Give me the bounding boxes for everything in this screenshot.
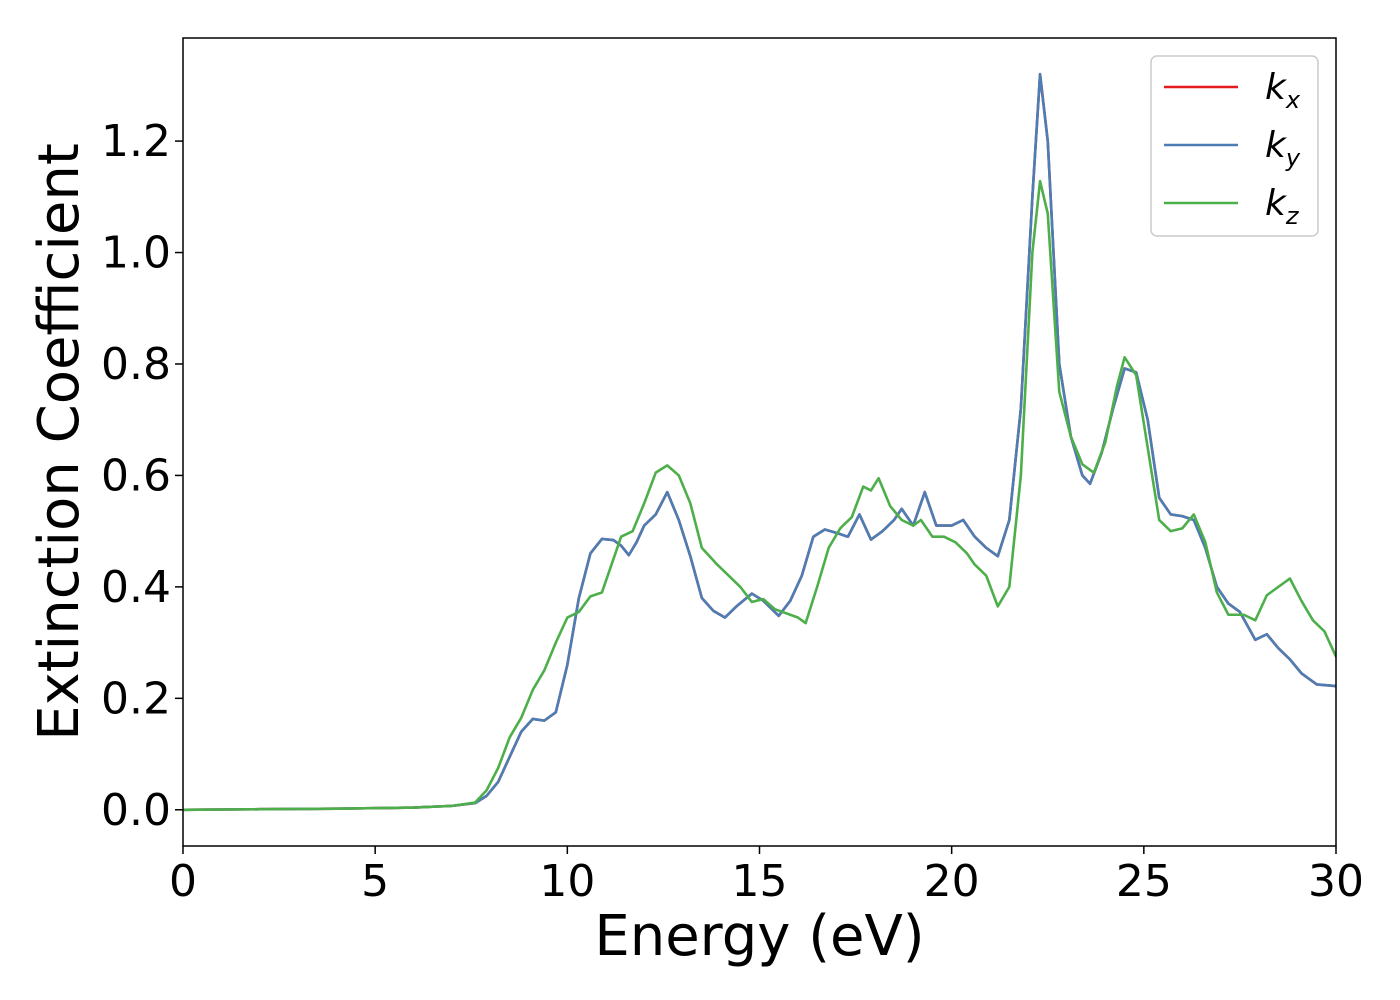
axis-ticks: 0 5 10 15 20 25 30 0.0 0.2 0.4 0.6 0.8 1.0 1.2 [101, 116, 1364, 907]
x-tick-label: 25 [1116, 856, 1172, 907]
y-tick-label: 1.2 [101, 116, 171, 167]
legend-label-kz: kz [1265, 183, 1300, 230]
y-tick-label: 0.6 [101, 450, 171, 501]
x-tick-label: 20 [924, 856, 980, 907]
legend-label-kx: kx [1265, 67, 1301, 114]
series-line-ky [183, 72, 1336, 812]
legend-label-base: k [1265, 125, 1288, 166]
y-tick-label: 1.0 [101, 228, 171, 279]
series-line-kz [183, 179, 1336, 812]
series-lines [183, 72, 1336, 812]
legend-label-base: k [1265, 183, 1288, 224]
y-tick-label: 0.2 [101, 673, 171, 724]
x-tick-label: 10 [539, 856, 595, 907]
legend-label-subscript: z [1285, 202, 1300, 230]
x-tick-label: 30 [1308, 856, 1364, 907]
y-tick-label: 0.4 [101, 562, 171, 613]
x-axis-label: Energy (eV) [594, 904, 924, 969]
y-axis-label: Extinction Coefficient [27, 143, 92, 741]
x-tick-label: 0 [169, 856, 197, 907]
legend-label-ky: ky [1265, 125, 1301, 172]
y-tick-label: 0.8 [101, 339, 171, 390]
y-tick-label: 0.0 [101, 785, 171, 836]
x-tick-label: 5 [361, 856, 389, 907]
legend-label-subscript: y [1285, 144, 1301, 172]
legend-label-base: k [1265, 67, 1288, 108]
legend-label-subscript: x [1285, 86, 1301, 114]
x-tick-label: 15 [732, 856, 788, 907]
